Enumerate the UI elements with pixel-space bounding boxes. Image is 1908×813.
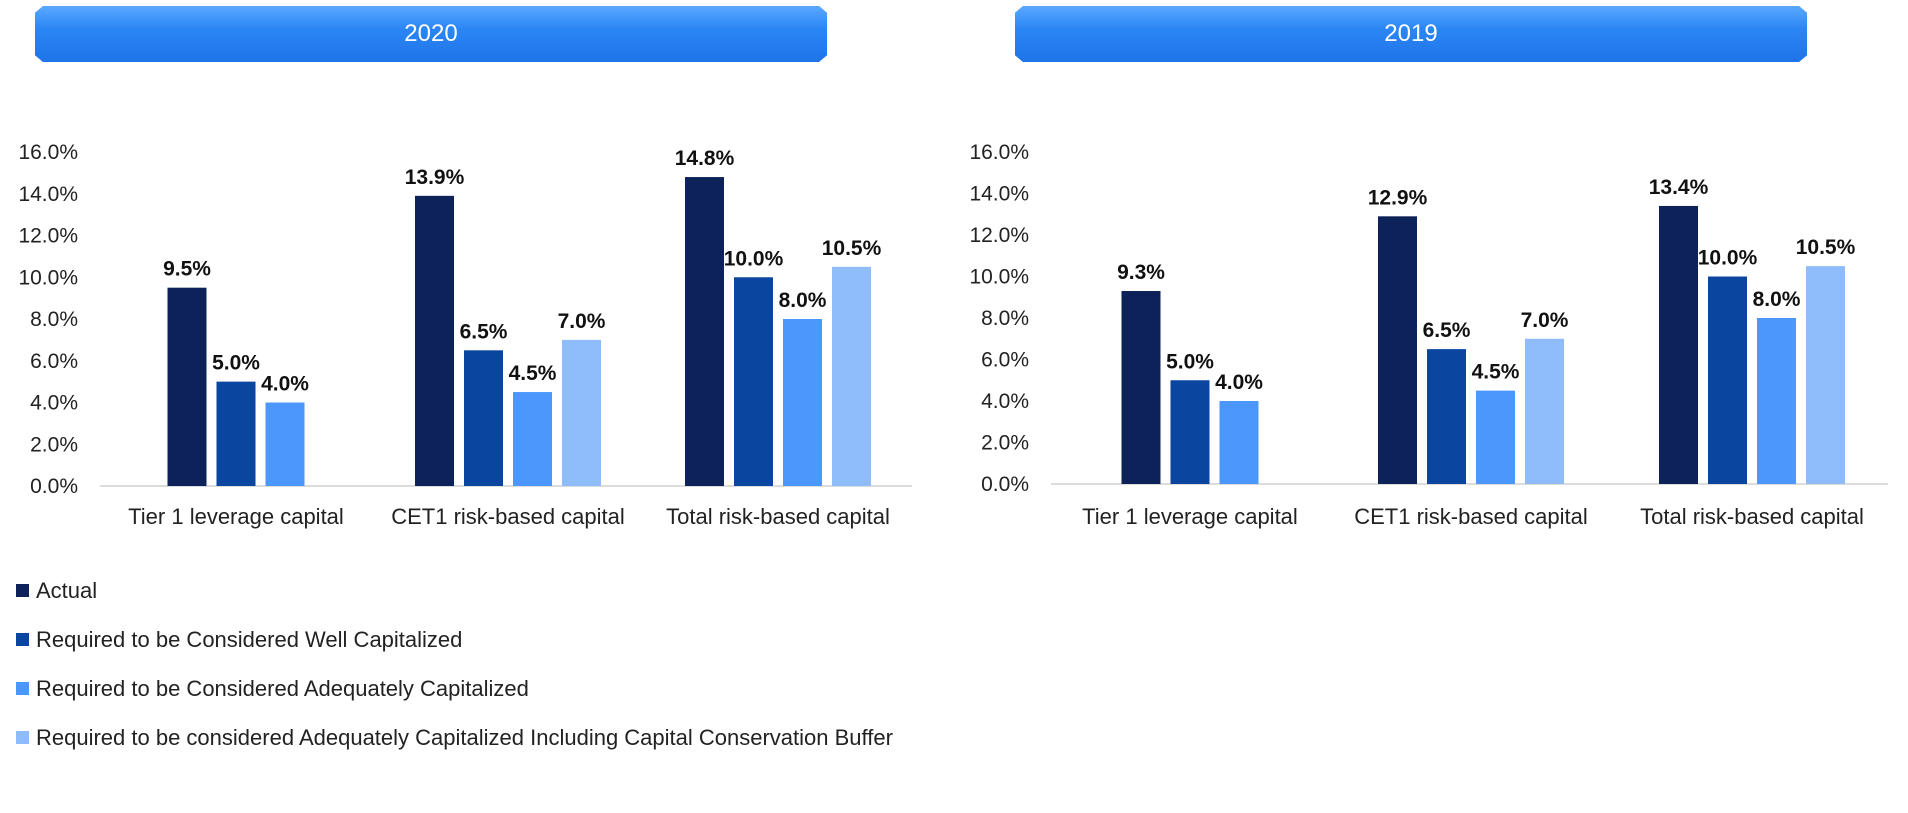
bar-2020-total-risk-based-capital-actual	[685, 177, 724, 487]
data-label-2019: 10.5%	[1796, 236, 1856, 259]
bar-2019-cet1-risk-based-capital-actual	[1378, 216, 1417, 484]
data-label-2020: 4.5%	[509, 362, 557, 385]
data-label-2019: 10.0%	[1698, 247, 1758, 270]
data-label-2020: 13.9%	[405, 166, 465, 189]
x-category-label-2019: Tier 1 leverage capital	[1082, 504, 1298, 529]
y-tick-label-2019: 14.0%	[969, 183, 1029, 206]
bar-2020-tier-1-leverage-capital-actual	[167, 287, 207, 486]
data-label-2019: 12.9%	[1368, 186, 1428, 209]
y-tick-label-2020: 14.0%	[18, 183, 78, 206]
bar-2020-total-risk-based-capital-required-to-be-considered-well-capitalized	[734, 277, 773, 486]
y-tick-label-2020: 10.0%	[18, 266, 78, 289]
legend-label-well-capitalized: Required to be Considered Well Capitaliz…	[36, 626, 463, 652]
chart-title-banner-2020: 2020	[35, 6, 827, 62]
y-tick-label-2019: 2.0%	[981, 432, 1029, 455]
data-label-2020: 7.0%	[558, 310, 606, 333]
bar-2019-tier-1-leverage-capital-required-to-be-considered-adequately-capitalized	[1219, 401, 1259, 484]
y-tick-label-2019: 4.0%	[981, 390, 1029, 413]
y-tick-label-2020: 8.0%	[30, 308, 78, 331]
x-category-label-2019: Total risk-based capital	[1640, 504, 1864, 529]
y-tick-label-2020: 16.0%	[18, 141, 78, 164]
data-label-2019: 13.4%	[1649, 176, 1709, 199]
bar-2020-cet1-risk-based-capital-required-to-be-considered-adequately-capitalized-including-capital-conservation-buffer	[562, 339, 601, 486]
bar-2019-cet1-risk-based-capital-required-to-be-considered-adequately-capitalized	[1476, 390, 1515, 484]
bar-2020-total-risk-based-capital-required-to-be-considered-adequately-capitalized	[783, 319, 822, 486]
x-category-label-2020: CET1 risk-based capital	[391, 504, 625, 529]
x-category-label-2020: Total risk-based capital	[666, 504, 890, 529]
y-tick-label-2019: 12.0%	[969, 224, 1029, 247]
legend-item-well-capitalized: Required to be Considered Well Capitaliz…	[16, 615, 893, 664]
legend: Actual Required to be Considered Well Ca…	[16, 566, 893, 762]
data-label-2020: 14.8%	[675, 147, 735, 170]
bar-2019-total-risk-based-capital-required-to-be-considered-adequately-capitalized	[1757, 318, 1796, 484]
legend-item-actual: Actual	[16, 566, 893, 615]
y-tick-label-2020: 2.0%	[30, 433, 78, 456]
bar-2020-cet1-risk-based-capital-required-to-be-considered-adequately-capitalized	[513, 392, 552, 486]
bar-2019-total-risk-based-capital-actual	[1659, 205, 1698, 484]
legend-swatch-actual	[16, 584, 29, 597]
bar-2019-total-risk-based-capital-required-to-be-considered-adequately-capitalized-including-capital-conservation-buffer	[1806, 266, 1845, 484]
bar-2020-tier-1-leverage-capital-required-to-be-considered-well-capitalized	[216, 381, 256, 486]
bar-2020-cet1-risk-based-capital-actual	[415, 195, 454, 486]
y-tick-label-2019: 0.0%	[981, 473, 1029, 496]
x-category-label-2020: Tier 1 leverage capital	[128, 504, 344, 529]
bar-2020-total-risk-based-capital-required-to-be-considered-adequately-capitalized-including-capital-conservation-buffer	[832, 266, 871, 486]
y-tick-label-2019: 16.0%	[969, 141, 1029, 164]
data-label-2019: 6.5%	[1423, 319, 1471, 342]
data-label-2019: 9.3%	[1117, 261, 1165, 284]
data-label-2019: 8.0%	[1753, 288, 1801, 311]
data-label-2020: 10.0%	[724, 247, 784, 270]
data-label-2020: 8.0%	[779, 289, 827, 312]
data-label-2020: 5.0%	[212, 352, 260, 375]
bar-charts: 0.0% 2.0% 4.0% 6.0% 8.0% 10.0% 12.0% 14.0% 16.0%…	[18, 141, 1888, 529]
data-label-2019: 4.5%	[1472, 361, 1520, 384]
legend-label-actual: Actual	[36, 577, 98, 603]
y-tick-label-2019: 6.0%	[981, 349, 1029, 372]
legend-label-capital-conservation-buffer: Required to be considered Adequately Cap…	[36, 724, 893, 750]
legend-swatch-adequately-capitalized	[16, 682, 29, 695]
legend-label-adequately-capitalized: Required to be Considered Adequately Cap…	[36, 675, 529, 701]
data-label-2020: 6.5%	[460, 320, 508, 343]
y-tick-label-2020: 4.0%	[30, 392, 78, 415]
y-tick-label-2020: 0.0%	[30, 475, 78, 498]
bar-2019-tier-1-leverage-capital-actual	[1121, 291, 1161, 484]
y-tick-label-2019: 8.0%	[981, 307, 1029, 330]
data-label-2019: 7.0%	[1521, 309, 1569, 332]
y-tick-label-2020: 6.0%	[30, 350, 78, 373]
bar-2019-total-risk-based-capital-required-to-be-considered-well-capitalized	[1708, 276, 1747, 484]
bar-2019-cet1-risk-based-capital-required-to-be-considered-well-capitalized	[1427, 349, 1466, 484]
legend-item-capital-conservation-buffer: Required to be considered Adequately Cap…	[16, 713, 893, 762]
bar-2019-cet1-risk-based-capital-required-to-be-considered-adequately-capitalized-including-capital-conservation-buffer	[1525, 338, 1564, 484]
data-label-2020: 9.5%	[163, 258, 211, 281]
bar-2020-tier-1-leverage-capital-required-to-be-considered-adequately-capitalized	[265, 402, 305, 486]
bar-2020-cet1-risk-based-capital-required-to-be-considered-well-capitalized	[464, 350, 503, 486]
y-tick-label-2019: 10.0%	[969, 266, 1029, 289]
data-label-2020: 4.0%	[261, 373, 309, 396]
data-label-2019: 4.0%	[1215, 371, 1263, 394]
x-category-label-2019: CET1 risk-based capital	[1354, 504, 1588, 529]
data-label-2019: 5.0%	[1166, 350, 1214, 373]
legend-swatch-capital-conservation-buffer	[16, 731, 29, 744]
bar-2019-tier-1-leverage-capital-required-to-be-considered-well-capitalized	[1170, 380, 1210, 484]
y-tick-label-2020: 12.0%	[18, 225, 78, 248]
data-label-2020: 10.5%	[822, 237, 882, 260]
legend-item-adequately-capitalized: Required to be Considered Adequately Cap…	[16, 664, 893, 713]
chart-title-banner-2019: 2019	[1015, 6, 1807, 62]
legend-swatch-well-capitalized	[16, 633, 29, 646]
